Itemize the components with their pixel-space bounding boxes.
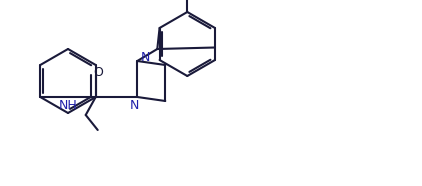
Text: N: N bbox=[130, 99, 139, 111]
Text: N: N bbox=[141, 51, 150, 63]
Text: O: O bbox=[93, 65, 103, 78]
Text: NH: NH bbox=[59, 99, 78, 111]
